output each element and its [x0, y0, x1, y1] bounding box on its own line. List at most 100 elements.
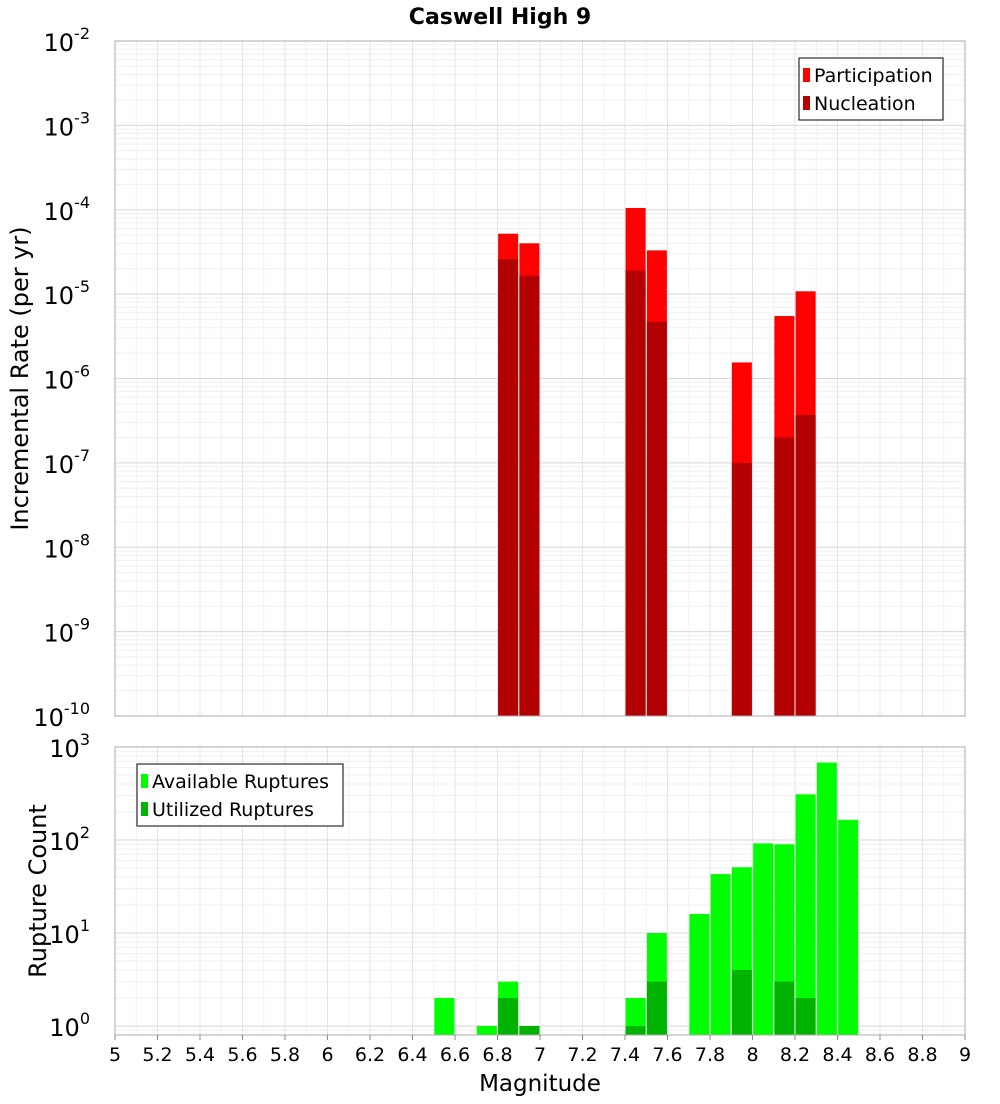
bar-available-ruptures-8-45 — [838, 819, 859, 1035]
y-tick-base: 10 — [44, 113, 75, 141]
bar-nucleation-6-85 — [498, 259, 519, 716]
y-tick-label: 10-2 — [44, 24, 91, 57]
y-tick-label: 10-8 — [44, 530, 91, 563]
legend-label: Available Ruptures — [152, 771, 329, 793]
bar-utilized-ruptures-7-45 — [625, 1025, 646, 1035]
bar-available-ruptures-6-55 — [434, 997, 455, 1035]
y-tick-base: 10 — [44, 198, 75, 226]
legend-swatch — [803, 68, 810, 82]
x-tick-label: 6 — [321, 1044, 333, 1066]
rates-panel: 10-210-310-410-510-610-710-810-910-10Inc… — [6, 24, 966, 732]
x-tick-label: 5 — [109, 1044, 121, 1066]
bar-available-ruptures-8-25 — [795, 794, 816, 1035]
x-tick-label: 5.2 — [142, 1044, 172, 1066]
bar-utilized-ruptures-8-25 — [795, 997, 816, 1035]
y-tick-exponent: -9 — [74, 615, 90, 634]
x-tick-label: 6.8 — [482, 1044, 512, 1066]
y-axis-label: Incremental Rate (per yr) — [6, 226, 34, 530]
x-tick-label: 8.4 — [822, 1044, 852, 1066]
bar-nucleation-7-45 — [625, 270, 646, 716]
y-tick-exponent: -6 — [74, 362, 90, 381]
y-tick-exponent: 1 — [80, 916, 90, 935]
bar-available-ruptures-8-35 — [816, 762, 837, 1035]
y-tick-label: 101 — [49, 916, 90, 949]
y-tick-base: 10 — [33, 704, 64, 732]
chart-title: Caswell High 9 — [409, 5, 591, 30]
legend-label: Utilized Ruptures — [152, 799, 314, 821]
legend-swatch — [803, 96, 810, 110]
y-tick-label: 102 — [49, 823, 90, 856]
bar-utilized-ruptures-7-95 — [731, 969, 752, 1035]
y-tick-exponent: -8 — [74, 530, 90, 549]
x-tick-label: 5.8 — [270, 1044, 300, 1066]
bar-available-ruptures-6-75 — [476, 1025, 497, 1035]
y-tick-label: 10-9 — [44, 615, 91, 648]
y-tick-base: 10 — [44, 451, 75, 479]
y-tick-exponent: 3 — [80, 730, 90, 749]
x-tick-label: 8.6 — [865, 1044, 895, 1066]
y-tick-label: 10-5 — [44, 277, 91, 310]
x-tick-label: 6.2 — [355, 1044, 385, 1066]
y-tick-exponent: 0 — [80, 1009, 90, 1028]
y-tick-label: 10-7 — [44, 446, 91, 479]
legend-label: Participation — [814, 65, 933, 87]
bar-utilized-ruptures-7-55 — [646, 981, 667, 1035]
bar-utilized-ruptures-8-15 — [774, 981, 795, 1035]
x-tick-label: 6.4 — [397, 1044, 427, 1066]
x-tick-label: 7.6 — [652, 1044, 682, 1066]
bar-available-ruptures-7-75 — [689, 914, 710, 1035]
legend-swatch — [141, 774, 148, 788]
legend-swatch — [141, 802, 148, 816]
y-tick-label: 10-10 — [33, 699, 90, 732]
legend: Available Ruptures Utilized Ruptures — [136, 763, 344, 827]
bar-nucleation-8-15 — [774, 437, 795, 716]
bar-nucleation-7-55 — [646, 321, 667, 716]
y-tick-base: 10 — [49, 921, 80, 949]
bar-utilized-ruptures-6-85 — [498, 997, 519, 1035]
y-tick-label: 100 — [49, 1009, 90, 1042]
x-tick-label: 7.8 — [695, 1044, 725, 1066]
y-tick-exponent: -2 — [74, 24, 90, 43]
y-tick-base: 10 — [44, 620, 75, 648]
bar-available-ruptures-8-05 — [753, 843, 774, 1035]
y-tick-label: 10-6 — [44, 362, 91, 395]
bar-nucleation-7-95 — [731, 462, 752, 716]
y-tick-base: 10 — [44, 29, 75, 57]
bar-nucleation-8-25 — [795, 414, 816, 716]
y-axis-label: Rupture Count — [24, 804, 52, 978]
legend-box — [798, 57, 944, 121]
y-tick-base: 10 — [49, 828, 80, 856]
plot-frame — [114, 40, 966, 717]
y-tick-label: 103 — [49, 730, 90, 763]
x-tick-label: 9 — [959, 1044, 971, 1066]
bar-available-ruptures-7-85 — [710, 874, 731, 1035]
x-tick-label: 8.2 — [780, 1044, 810, 1066]
x-tick-label: 7.4 — [610, 1044, 640, 1066]
y-tick-base: 10 — [44, 367, 75, 395]
legend: Participation Nucleation — [798, 57, 944, 121]
x-tick-label: 8 — [746, 1044, 758, 1066]
x-tick-label: 5.6 — [227, 1044, 257, 1066]
x-tick-label: 5.4 — [185, 1044, 215, 1066]
bar-utilized-ruptures-6-95 — [519, 1025, 540, 1035]
y-tick-exponent: -10 — [64, 699, 90, 718]
y-tick-exponent: -4 — [74, 193, 90, 212]
y-tick-label: 10-4 — [44, 193, 91, 226]
bar-nucleation-6-95 — [519, 275, 540, 716]
x-tick-label: 8.8 — [907, 1044, 937, 1066]
legend-box — [136, 763, 344, 827]
x-axis-label: Magnitude — [479, 1071, 601, 1097]
y-tick-base: 10 — [49, 1014, 80, 1042]
y-tick-label: 10-3 — [44, 108, 91, 141]
x-tick-label: 7 — [534, 1044, 546, 1066]
x-tick-label: 7.2 — [567, 1044, 597, 1066]
y-tick-exponent: -3 — [74, 108, 90, 127]
y-tick-base: 10 — [49, 735, 80, 763]
y-tick-exponent: -5 — [74, 277, 90, 296]
y-tick-base: 10 — [44, 535, 75, 563]
bar-available-ruptures-7-45 — [625, 997, 646, 1035]
y-tick-exponent: 2 — [80, 823, 90, 842]
